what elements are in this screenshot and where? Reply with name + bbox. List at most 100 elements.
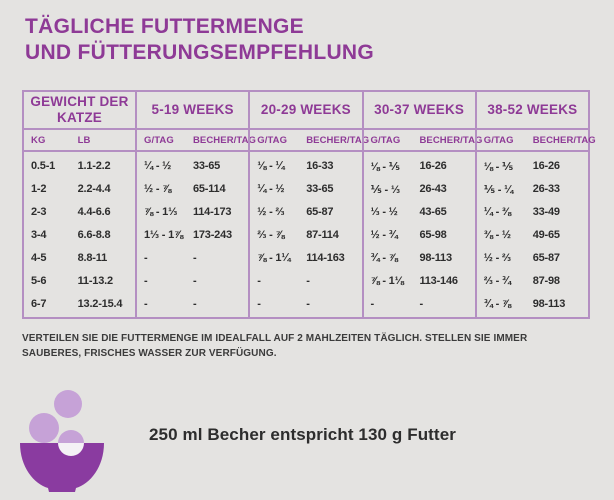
table-cell: 43-65 xyxy=(419,206,447,219)
column-group-header: 38-52 WEEKS xyxy=(476,92,588,130)
table-cell: - xyxy=(144,251,148,264)
table-cell: 33-49 xyxy=(532,206,560,219)
table-row: -- xyxy=(137,246,248,269)
page-title-line-1: TÄGLICHE FUTTERMENGE xyxy=(25,15,304,38)
sub-header-row: G/TAG BECHER/TAG xyxy=(137,130,257,152)
column-group-header: 30-37 WEEKS xyxy=(363,92,475,130)
table-cell: ⅛ - ¼ xyxy=(257,160,285,173)
table-cell: 5-6 xyxy=(31,274,47,287)
table-row: ⅓ - ½ 43-65 xyxy=(364,201,475,224)
column-group-header: 20-29 WEEKS xyxy=(250,92,362,130)
table-row: 4-5 8.8-11 xyxy=(24,246,135,269)
table-cell: 65-98 xyxy=(419,229,447,241)
table-cell: - xyxy=(419,297,423,310)
table-row: ½ - ¾ 65-98 xyxy=(364,224,475,247)
column-body: ¼ - ½ 33-65 ½ - ⅞ 65-114 ⅞ - 1⅓ 114-173 1⅓ - 1… xyxy=(137,152,248,317)
table-cell: - xyxy=(257,297,261,310)
table-row: ⅞ - 1¼ 114-163 xyxy=(250,246,361,269)
table-cell: 113-146 xyxy=(419,274,458,287)
sub-column-header: BECHER/TAG xyxy=(419,134,483,146)
table-row: 1-2 2.2-4.4 xyxy=(24,178,135,201)
sub-column-header: BECHER/TAG xyxy=(532,134,596,146)
table-cell: ⅞ - 1⅛ xyxy=(370,274,404,287)
table-cell: 16-26 xyxy=(419,160,447,173)
table-row: ½ - ⅔ 65-87 xyxy=(250,201,361,224)
sub-column-header: BECHER/TAG xyxy=(192,134,257,146)
table-cell: 8.8-11 xyxy=(77,251,108,264)
table-cell: ½ - ⅔ xyxy=(257,206,285,219)
table-cell: ⅜ - ½ xyxy=(483,229,511,241)
table-cell: ¾ - ⅞ xyxy=(483,297,511,310)
table-row: ⅛ - ⅕ 16-26 xyxy=(364,155,475,178)
table-cell: - xyxy=(370,297,375,310)
table-row: 1⅓ - 1⅞ 173-243 xyxy=(137,224,248,247)
table-row: ¼ - ⅜ 33-49 xyxy=(477,201,588,224)
feeding-table: GEWICHT DER KATZE KG LB 0.5-1 1.1-2.2 1-2 2.2-… xyxy=(22,90,596,319)
column-group: GEWICHT DER KATZE KG LB 0.5-1 1.1-2.2 1-2 2.2-… xyxy=(24,92,135,317)
table-row: ⅜ - ½ 49-65 xyxy=(477,224,588,247)
table-cell: 87-98 xyxy=(532,274,560,287)
table-cell: 26-43 xyxy=(419,183,447,196)
table-row: 6-7 13.2-15.4 xyxy=(24,292,135,315)
column-group: 30-37 WEEKS G/TAG BECHER/TAG ⅛ - ⅕ 16-26 ⅕ - … xyxy=(361,92,483,317)
table-row: ¼ - ½ 33-65 xyxy=(250,178,361,201)
table-cell: ½ - ⅔ xyxy=(483,251,511,264)
table-row: 0.5-1 1.1-2.2 xyxy=(24,155,135,178)
table-cell: 26-33 xyxy=(532,183,560,196)
table-cell: 98-113 xyxy=(532,297,566,310)
column-group: 38-52 WEEKS G/TAG BECHER/TAG ⅛ - ⅕ 16-26 ⅕ - … xyxy=(474,92,596,317)
table-cell: 98-113 xyxy=(419,251,452,264)
table-row: -- xyxy=(137,269,248,292)
column-body: ⅛ - ¼ 16-33 ¼ - ½ 33-65 ½ - ⅔ 65-87 ⅔ - ⅞ 87-11… xyxy=(250,152,361,317)
table-cell: ⅛ - ⅕ xyxy=(370,160,401,173)
table-cell: ⅛ - ⅕ xyxy=(483,160,514,173)
sub-column-header: G/TAG xyxy=(483,134,514,146)
sub-column-header: LB xyxy=(77,134,91,146)
table-row: -- xyxy=(250,292,361,315)
column-body: ⅛ - ⅕ 16-26 ⅕ - ¼ 26-33 ¼ - ⅜ 33-49 ⅜ - ½ 49-65… xyxy=(477,152,588,317)
table-cell: 65-87 xyxy=(306,206,334,219)
feeding-note: VERTEILEN SIE DIE FUTTERMENGE IM IDEALFA… xyxy=(22,331,582,361)
table-cell: ⅕ - ⅓ xyxy=(370,183,401,196)
table-cell: ½ - ¾ xyxy=(370,229,398,241)
table-row: ¾ - ⅞ 98-113 xyxy=(477,292,588,315)
table-cell: - xyxy=(257,274,261,287)
column-group-header: GEWICHT DER KATZE xyxy=(24,92,135,130)
table-cell: ⅔ - ⅞ xyxy=(257,229,285,241)
table-row: ¼ - ½ 33-65 xyxy=(137,155,248,178)
table-cell: 13.2-15.4 xyxy=(77,297,123,310)
table-row: ½ - ⅔ 65-87 xyxy=(477,246,588,269)
table-cell: 65-87 xyxy=(532,251,560,264)
table-row: ⅞ - 1⅓ 114-173 xyxy=(137,201,248,224)
table-row: ⅕ - ¼ 26-33 xyxy=(477,178,588,201)
table-cell: - xyxy=(192,297,197,310)
table-cell: 11-13.2 xyxy=(77,274,114,287)
table-cell: 114-163 xyxy=(306,251,345,264)
sub-column-header: G/TAG xyxy=(144,134,174,146)
table-cell: 0.5-1 xyxy=(31,160,56,173)
table-cell: - xyxy=(306,297,310,310)
table-cell: - xyxy=(192,251,197,264)
kibble-dot-icon xyxy=(54,390,82,418)
table-cell: 114-173 xyxy=(192,206,232,219)
table-cell: 1.1-2.2 xyxy=(77,160,111,173)
table-cell: 33-65 xyxy=(192,160,221,173)
table-row: 5-6 11-13.2 xyxy=(24,269,135,292)
table-row: ¾ - ⅞ 98-113 xyxy=(364,246,475,269)
sub-header-row: KG LB xyxy=(24,130,135,152)
table-cell: 2.2-4.4 xyxy=(77,183,111,196)
table-cell: - xyxy=(144,274,148,287)
table-cell: ⅔ - ¾ xyxy=(483,274,511,287)
table-cell: - xyxy=(144,297,148,310)
column-group-header: 5-19 WEEKS xyxy=(137,92,249,130)
column-body: 0.5-1 1.1-2.2 1-2 2.2-4.4 2-3 4.4-6.6 3-4 6.6-8… xyxy=(24,152,135,317)
column-group: 20-29 WEEKS G/TAG BECHER/TAG ⅛ - ¼ 16-33 ¼ - … xyxy=(248,92,369,317)
table-row: -- xyxy=(250,269,361,292)
table-cell: ⅞ - 1⅓ xyxy=(144,206,178,219)
table-cell: ½ - ⅞ xyxy=(144,183,172,196)
table-cell: 2-3 xyxy=(31,206,47,219)
sub-header-row: G/TAG BECHER/TAG xyxy=(250,130,369,152)
table-cell: ¼ - ½ xyxy=(144,160,172,173)
kibble-dot-lower-icon xyxy=(58,443,84,456)
